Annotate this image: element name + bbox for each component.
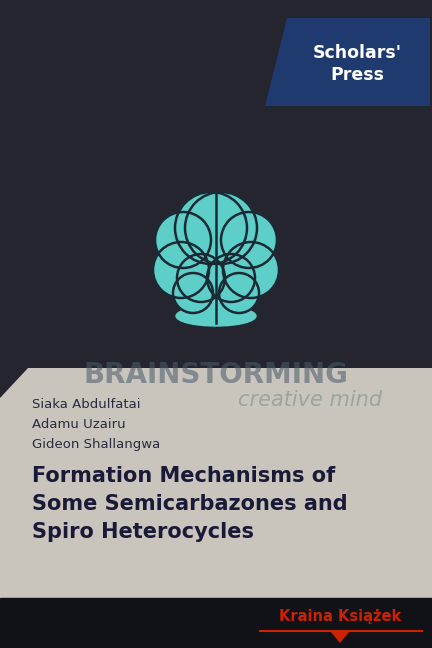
Polygon shape xyxy=(0,368,432,602)
Circle shape xyxy=(223,242,279,298)
Circle shape xyxy=(153,242,209,298)
Circle shape xyxy=(221,212,277,268)
Text: BRAINSTORMING: BRAINSTORMING xyxy=(83,361,349,389)
Circle shape xyxy=(207,254,255,302)
Text: Siaka Abdulfatai: Siaka Abdulfatai xyxy=(32,398,140,411)
Circle shape xyxy=(175,192,247,264)
Text: Formation Mechanisms of: Formation Mechanisms of xyxy=(32,466,335,486)
Ellipse shape xyxy=(176,306,256,326)
Circle shape xyxy=(177,254,225,302)
Text: Some Semicarbazones and: Some Semicarbazones and xyxy=(32,494,348,514)
Text: Scholars'
Press: Scholars' Press xyxy=(313,44,402,84)
Text: creative mind: creative mind xyxy=(238,390,382,410)
Bar xyxy=(0,598,432,648)
Circle shape xyxy=(155,212,211,268)
Polygon shape xyxy=(265,18,430,106)
Text: Kraina Książek: Kraina Książek xyxy=(279,610,401,625)
Circle shape xyxy=(185,192,257,264)
Circle shape xyxy=(219,273,259,313)
Text: Adamu Uzairu: Adamu Uzairu xyxy=(32,418,126,431)
Polygon shape xyxy=(330,631,350,643)
Circle shape xyxy=(173,273,213,313)
Bar xyxy=(202,193,230,323)
Text: Gideon Shallangwa: Gideon Shallangwa xyxy=(32,438,160,451)
Text: Spiro Heterocycles: Spiro Heterocycles xyxy=(32,522,254,542)
